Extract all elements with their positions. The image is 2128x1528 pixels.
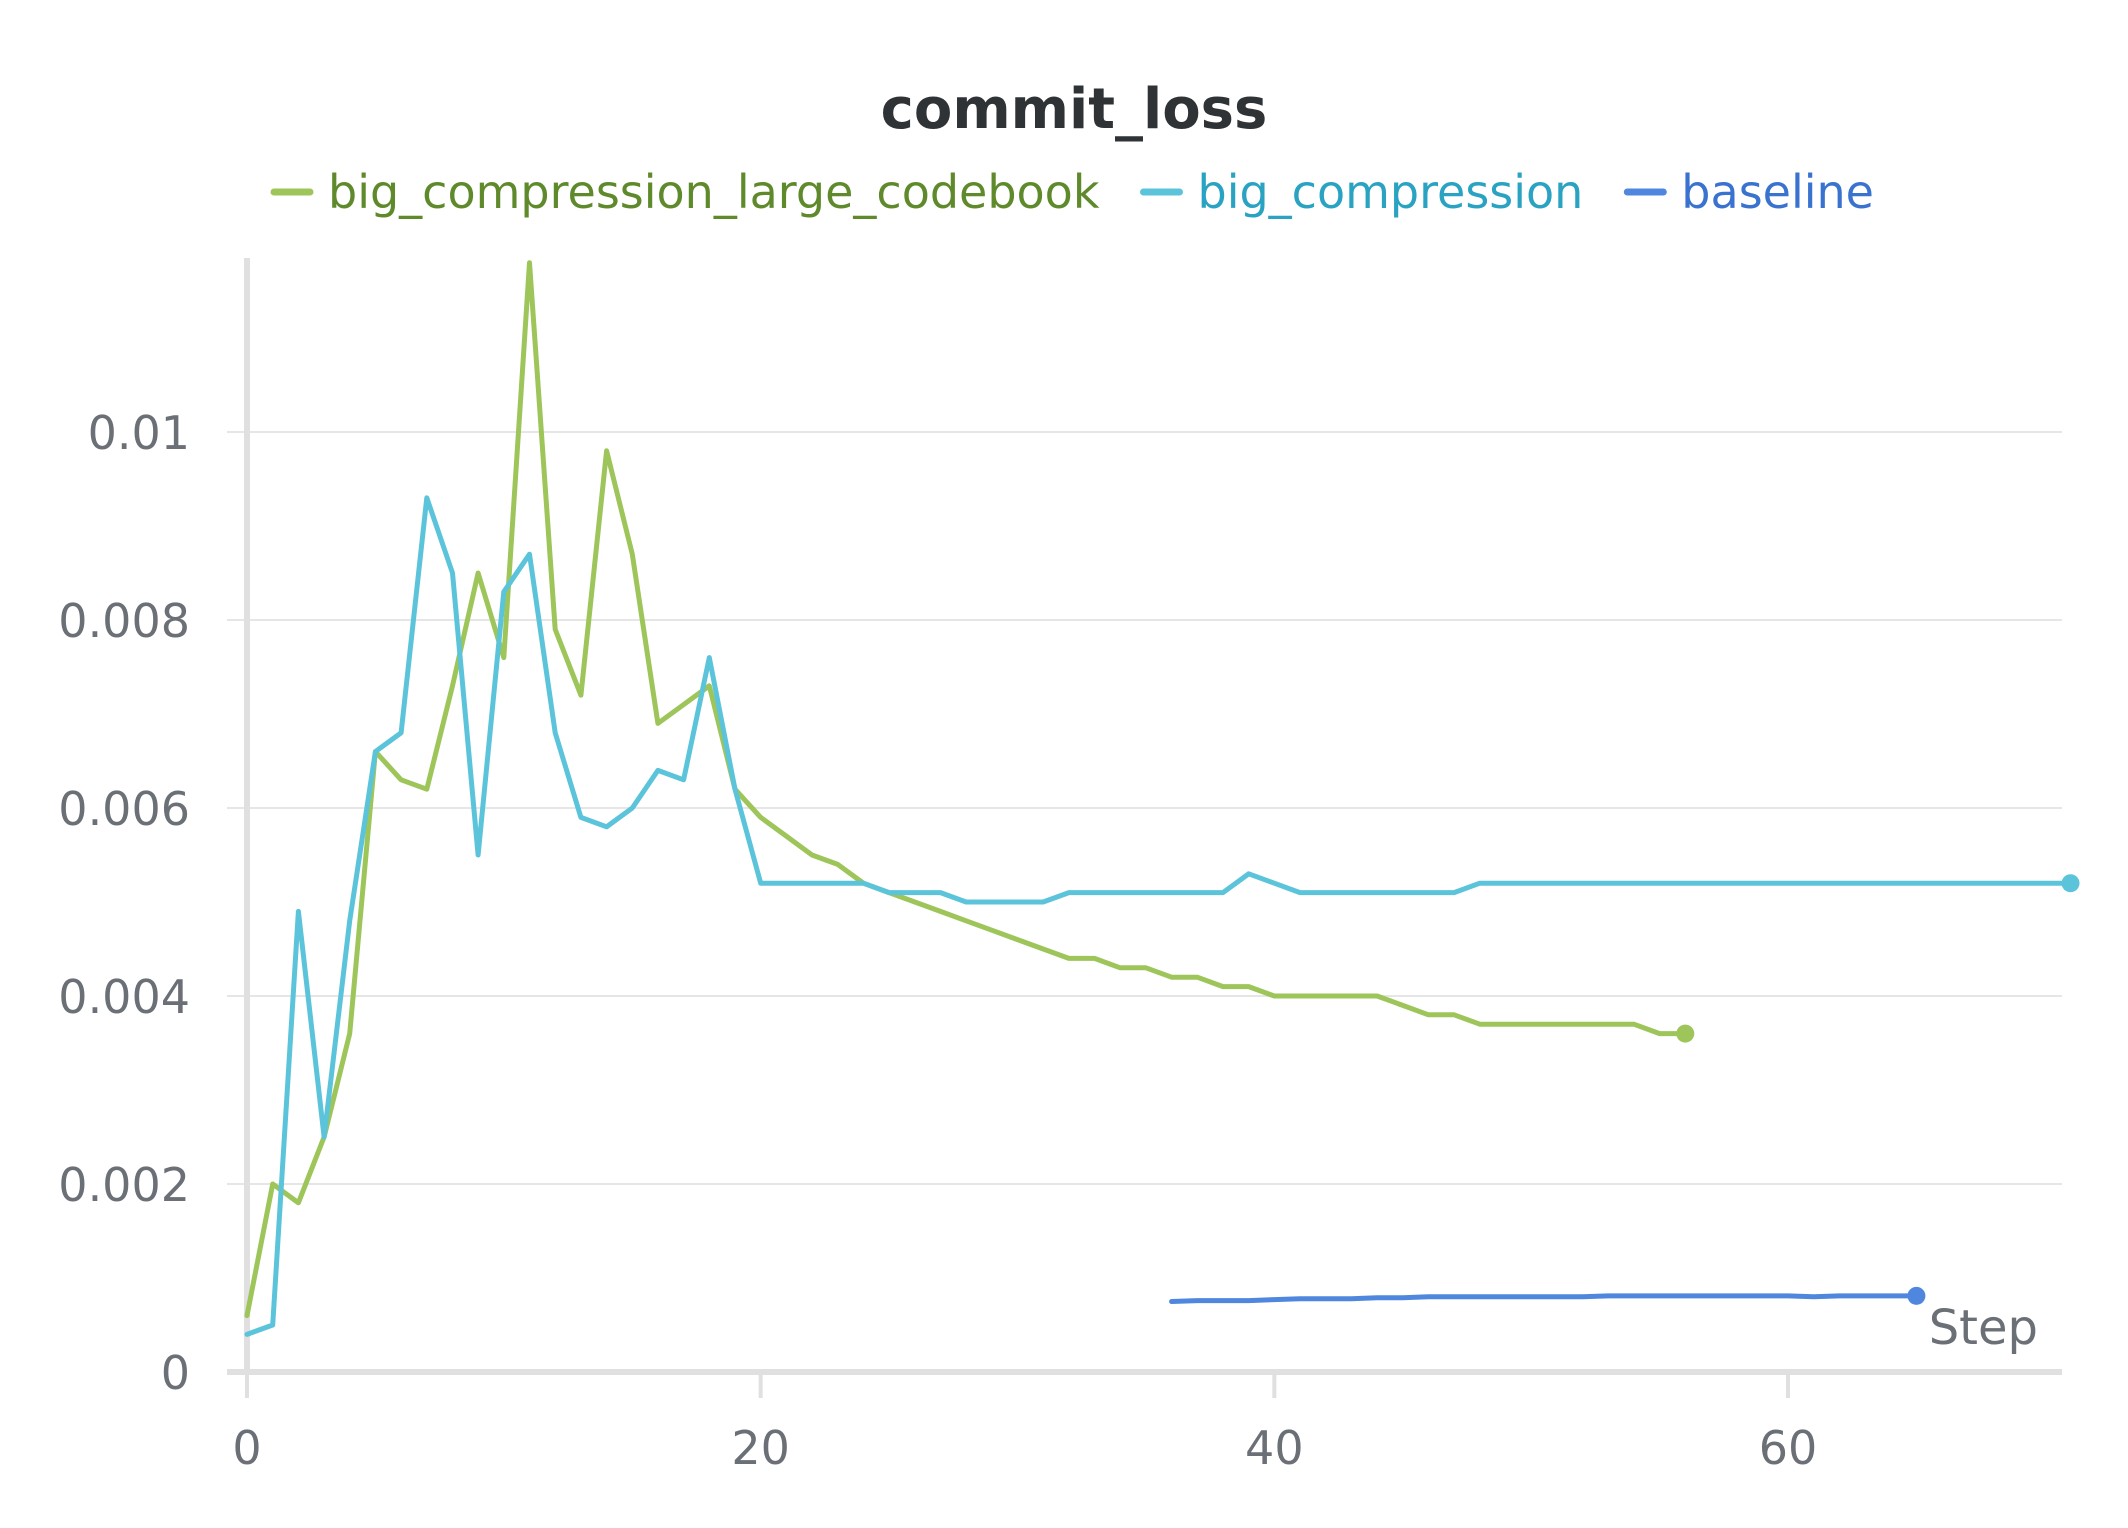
axes: [227, 258, 2062, 1398]
x-axis-label: Step: [1929, 1300, 2038, 1356]
chart-title: commit_loss: [881, 77, 1268, 142]
y-tick-label: 0.004: [58, 970, 190, 1024]
legend-label: baseline: [1681, 165, 1874, 219]
series-line-baseline: [1169, 1293, 1919, 1304]
y-tick-label: 0: [161, 1346, 190, 1400]
y-tick-label: 0.006: [58, 782, 190, 836]
series-layer: [244, 260, 2080, 1337]
y-tick-label: 0.002: [58, 1158, 190, 1212]
y-tick-label: 0.01: [88, 406, 190, 460]
x-tick-label: 40: [1245, 1421, 1304, 1475]
series-end-marker-big_compression_large_codebook: [1676, 1024, 1695, 1043]
grid: [227, 431, 2062, 1185]
legend-item-big_compression: big_compression: [1140, 165, 1584, 219]
x-tick-label: 20: [731, 1421, 790, 1475]
legend-item-baseline: baseline: [1623, 165, 1874, 219]
y-tick-label: 0.008: [58, 594, 190, 648]
tick-layer: 0 0.002 0.004 0.006 0.008 0.01 0 20 40 60: [58, 406, 1817, 1475]
series-line-big_compression: [244, 495, 2073, 1337]
legend-label: big_compression: [1198, 165, 1584, 219]
legend-item-big_compression_large_codebook: big_compression_large_codebook: [270, 165, 1100, 219]
series-end-marker-baseline: [1907, 1286, 1926, 1305]
x-tick-label: 0: [232, 1421, 261, 1475]
series-end-marker-big_compression: [2061, 874, 2080, 893]
legend-label: big_compression_large_codebook: [328, 165, 1100, 219]
series-line-big_compression_large_codebook: [244, 260, 1688, 1319]
legend: big_compression_large_codebook big_compre…: [270, 165, 1874, 219]
x-tick-label: 60: [1759, 1421, 1818, 1475]
